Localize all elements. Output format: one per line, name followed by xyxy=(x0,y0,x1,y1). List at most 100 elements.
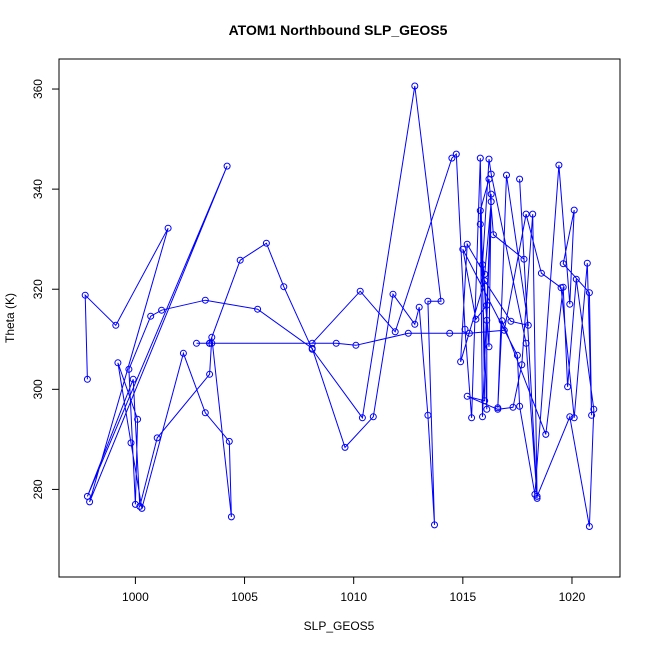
data-point xyxy=(487,190,495,198)
data-point xyxy=(227,513,235,521)
data-point xyxy=(424,411,432,419)
data-point xyxy=(147,312,155,320)
data-point xyxy=(358,414,366,422)
plot-frame xyxy=(58,58,621,578)
data-point xyxy=(518,361,526,369)
data-point xyxy=(516,402,524,410)
data-point xyxy=(476,220,484,228)
data-point xyxy=(507,317,515,325)
series-line xyxy=(84,85,595,527)
data-point xyxy=(555,161,563,169)
x-tick-label: 1010 xyxy=(340,590,367,604)
data-point xyxy=(369,413,377,421)
plot-area xyxy=(81,82,598,530)
x-axis: 1000 1005 1010 1015 1020 xyxy=(122,577,586,604)
data-point xyxy=(585,289,593,297)
data-point xyxy=(476,207,484,215)
data-point xyxy=(138,504,146,512)
x-tick-label: 1020 xyxy=(559,590,586,604)
data-point xyxy=(489,231,497,239)
data-point xyxy=(356,287,364,295)
data-point xyxy=(564,383,572,391)
data-point xyxy=(513,351,521,359)
data-point xyxy=(494,404,502,412)
data-point xyxy=(459,245,467,253)
data-point xyxy=(570,414,578,422)
data-point xyxy=(503,171,510,179)
data-point xyxy=(485,155,493,163)
data-point xyxy=(457,358,465,366)
data-point xyxy=(127,439,135,447)
y-axis: 280 300 320 340 360 xyxy=(31,79,59,499)
data-point xyxy=(391,328,399,336)
data-point xyxy=(254,305,262,313)
data-point xyxy=(446,329,454,337)
data-point xyxy=(201,409,209,417)
data-point xyxy=(83,492,91,500)
data-point xyxy=(483,301,491,309)
data-point xyxy=(588,411,596,419)
data-point xyxy=(465,329,473,337)
data-point xyxy=(206,339,214,347)
data-point xyxy=(498,317,506,325)
y-tick-label: 320 xyxy=(31,279,45,299)
data-point xyxy=(585,523,593,530)
data-point xyxy=(136,502,144,510)
data-point xyxy=(452,150,460,158)
data-point xyxy=(557,284,565,292)
data-point xyxy=(572,275,580,283)
data-point xyxy=(472,315,480,323)
x-tick-label: 1005 xyxy=(231,590,258,604)
data-point xyxy=(134,415,142,423)
x-tick-label: 1000 xyxy=(122,590,149,604)
data-point xyxy=(461,325,469,333)
data-point xyxy=(424,297,432,305)
data-point xyxy=(483,405,491,413)
data-point xyxy=(114,359,122,367)
data-point xyxy=(487,198,495,206)
data-point xyxy=(112,321,120,329)
data-point xyxy=(533,494,541,502)
data-point xyxy=(280,283,288,291)
data-point xyxy=(153,434,161,442)
data-point xyxy=(208,339,216,347)
data-point xyxy=(201,296,209,304)
data-point xyxy=(389,290,397,298)
data-point xyxy=(206,370,214,378)
data-point xyxy=(476,154,484,162)
data-point xyxy=(479,261,486,269)
data-point xyxy=(463,392,471,400)
data-point xyxy=(431,521,438,529)
data-point xyxy=(262,239,270,247)
y-tick-label: 340 xyxy=(31,179,45,199)
data-point xyxy=(131,500,139,508)
data-point xyxy=(308,339,316,347)
data-point xyxy=(448,154,456,162)
data-point xyxy=(533,492,541,500)
data-point xyxy=(341,443,349,451)
data-point xyxy=(415,303,423,311)
data-point xyxy=(481,397,489,405)
data-point xyxy=(529,210,537,218)
data-point xyxy=(83,375,91,383)
y-axis-label: Theta (K) xyxy=(3,293,17,343)
data-point xyxy=(522,210,530,218)
data-point xyxy=(404,329,412,337)
data-point xyxy=(516,175,524,183)
data-point xyxy=(129,375,137,383)
data-point xyxy=(570,206,578,214)
x-tick-label: 1015 xyxy=(449,590,476,604)
data-point xyxy=(411,320,419,328)
y-tick-label: 280 xyxy=(31,479,45,499)
data-point xyxy=(522,339,530,347)
data-point xyxy=(566,300,574,308)
data-point xyxy=(158,306,166,314)
data-point xyxy=(531,490,539,498)
y-tick-label: 300 xyxy=(31,379,45,399)
data-point xyxy=(437,297,445,305)
data-point xyxy=(236,256,244,264)
data-point xyxy=(559,260,567,268)
data-point xyxy=(179,349,187,357)
data-point xyxy=(352,341,360,349)
